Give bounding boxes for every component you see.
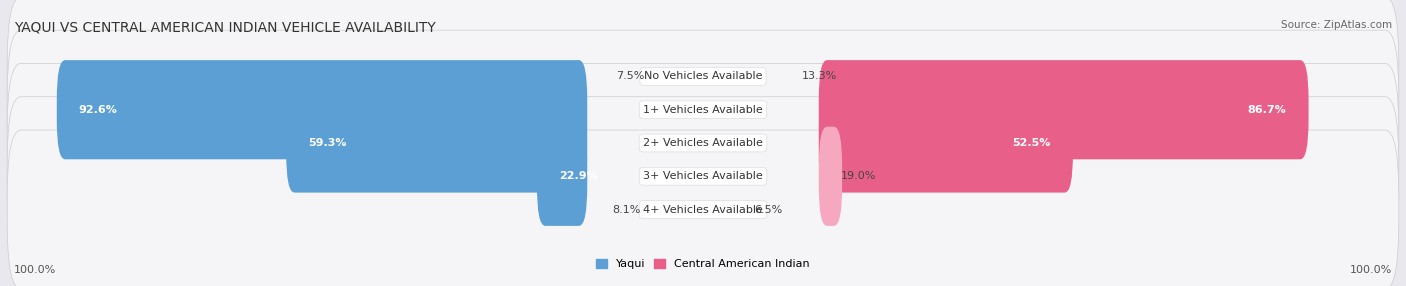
Text: 86.7%: 86.7% — [1247, 105, 1286, 115]
Text: 13.3%: 13.3% — [801, 72, 837, 82]
FancyBboxPatch shape — [7, 130, 1399, 286]
FancyBboxPatch shape — [818, 94, 1073, 192]
Text: 6.5%: 6.5% — [755, 204, 783, 214]
Text: 7.5%: 7.5% — [616, 72, 644, 82]
Legend: Yaqui, Central American Indian: Yaqui, Central American Indian — [596, 259, 810, 269]
Text: 4+ Vehicles Available: 4+ Vehicles Available — [643, 204, 763, 214]
Text: 19.0%: 19.0% — [841, 171, 876, 181]
Text: 52.5%: 52.5% — [1012, 138, 1050, 148]
Text: 92.6%: 92.6% — [79, 105, 118, 115]
FancyBboxPatch shape — [818, 60, 1309, 159]
Text: YAQUI VS CENTRAL AMERICAN INDIAN VEHICLE AVAILABILITY: YAQUI VS CENTRAL AMERICAN INDIAN VEHICLE… — [14, 20, 436, 34]
FancyBboxPatch shape — [7, 97, 1399, 256]
Text: 100.0%: 100.0% — [1350, 265, 1392, 275]
FancyBboxPatch shape — [537, 127, 588, 226]
FancyBboxPatch shape — [7, 30, 1399, 189]
Text: 1+ Vehicles Available: 1+ Vehicles Available — [643, 105, 763, 115]
FancyBboxPatch shape — [7, 63, 1399, 223]
FancyBboxPatch shape — [7, 0, 1399, 156]
Text: Source: ZipAtlas.com: Source: ZipAtlas.com — [1281, 20, 1392, 30]
FancyBboxPatch shape — [818, 127, 842, 226]
Text: 59.3%: 59.3% — [308, 138, 347, 148]
Text: 8.1%: 8.1% — [612, 204, 640, 214]
FancyBboxPatch shape — [287, 94, 588, 192]
Text: 3+ Vehicles Available: 3+ Vehicles Available — [643, 171, 763, 181]
Text: 22.9%: 22.9% — [560, 171, 598, 181]
Text: 2+ Vehicles Available: 2+ Vehicles Available — [643, 138, 763, 148]
FancyBboxPatch shape — [56, 60, 588, 159]
Text: No Vehicles Available: No Vehicles Available — [644, 72, 762, 82]
Text: 100.0%: 100.0% — [14, 265, 56, 275]
